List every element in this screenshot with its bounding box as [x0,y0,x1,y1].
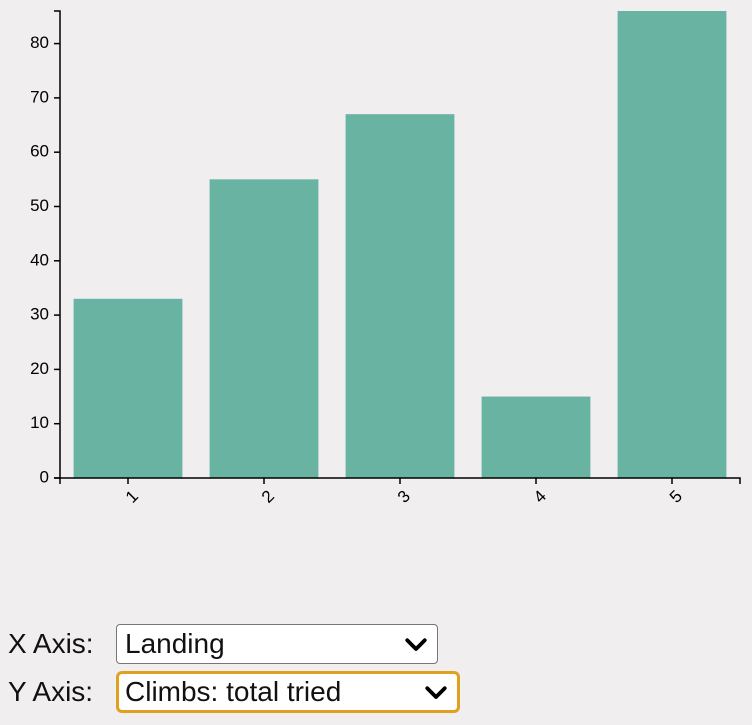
x-axis-select[interactable]: Landing [116,624,438,664]
chevron-down-icon [425,686,447,699]
y-axis-control: Y Axis: Climbs: total tried [8,668,460,716]
y-tick-label: 20 [30,359,49,378]
bar-5 [617,11,727,478]
x-tick-label: 1 [122,487,142,507]
axis-controls: X Axis: Landing Y Axis: Climbs: total tr… [8,620,460,716]
bar-2 [209,179,319,478]
bar-1 [73,298,183,478]
bar-chart: 0 10 20 30 40 50 60 70 80 1 2 3 4 5 [30,10,741,507]
x-tick-label: 4 [530,487,550,507]
chevron-down-icon [405,638,427,651]
y-tick-label: 0 [40,467,49,486]
y-tick-label: 30 [30,305,49,324]
y-axis-label: Y Axis: [8,676,94,707]
y-axis-line [54,10,61,479]
x-axis: 1 2 3 4 5 [59,477,741,507]
x-axis-control: X Axis: Landing [8,620,460,668]
y-tick-label: 70 [30,87,49,106]
y-axis-select-value: Climbs: total tried [125,676,342,707]
y-tick-label: 10 [30,413,49,432]
y-tick-label: 60 [30,142,49,161]
x-tick-label: 5 [666,487,686,507]
x-tick-label: 2 [258,487,278,507]
x-axis-label: X Axis: [8,628,94,659]
y-axis: 0 10 20 30 40 50 60 70 80 [30,10,61,486]
bar-3 [345,114,455,479]
bar-4 [481,396,591,478]
x-axis-select-value: Landing [125,628,225,659]
y-tick-label: 80 [30,33,49,52]
y-tick-label: 50 [30,196,49,215]
y-axis-select[interactable]: Climbs: total tried [116,671,460,713]
y-tick-label: 40 [30,250,49,269]
bars-group [73,11,727,479]
x-tick-label: 3 [394,487,414,507]
